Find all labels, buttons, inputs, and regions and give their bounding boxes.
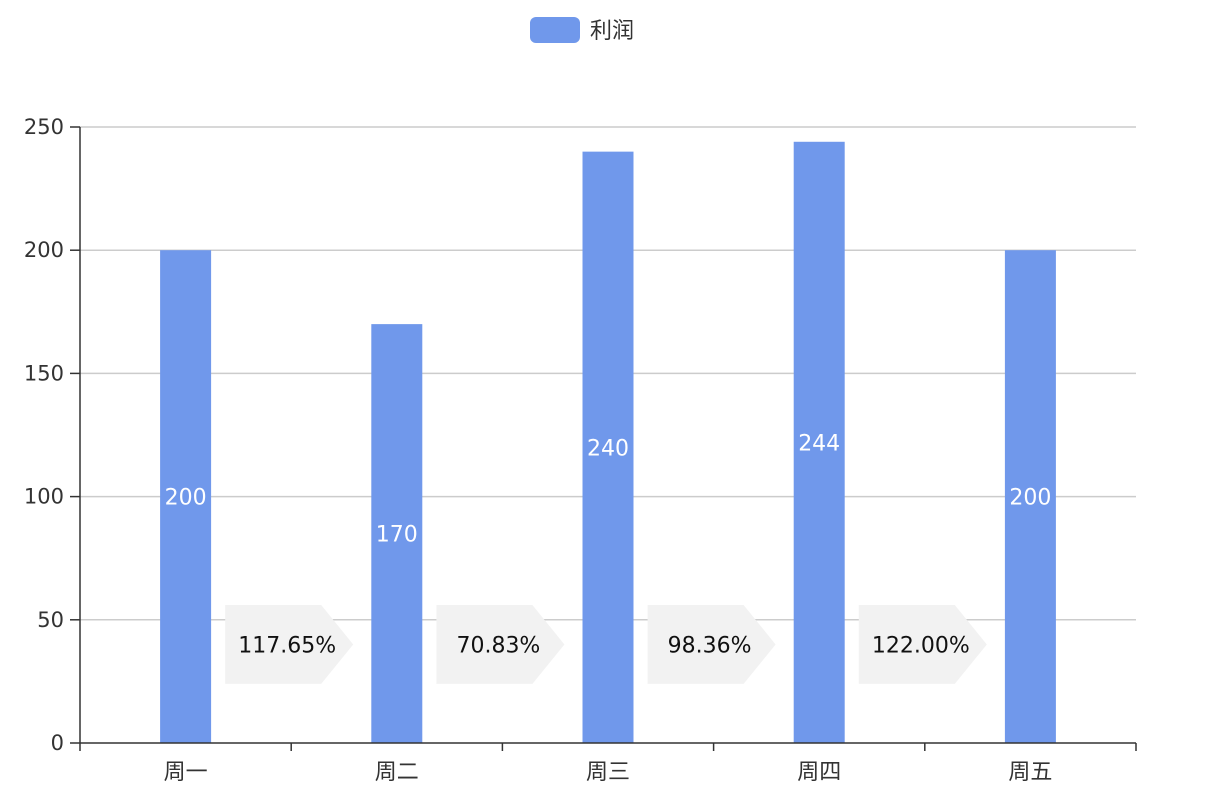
y-tick-label: 150 [24,361,64,385]
bar [582,151,634,743]
ratio-arrow [647,605,776,684]
legend[interactable]: 利润 [530,17,634,44]
bar [793,141,845,743]
bar-value-label: 244 [798,431,840,456]
ratio-arrows: 117.65% 70.83% 98.36% 122.00% [225,605,987,684]
y-axis-tick-labels: 0 50 100 150 200 250 [24,115,80,755]
bar [371,324,423,743]
bar-value-labels: 200 170 240 244 200 [165,431,1052,547]
ratio-arrow [858,605,987,684]
ratio-label: 98.36% [668,633,752,658]
legend-label: 利润 [590,19,634,44]
x-category-label: 周三 [586,760,630,785]
ratio-label: 70.83% [456,633,540,658]
bar-value-label: 170 [376,523,418,548]
ratio-label: 122.00% [872,633,970,658]
x-category-label: 周二 [375,760,419,785]
bar-value-label: 200 [1009,486,1051,511]
bar [160,250,212,743]
y-tick-label: 250 [24,115,64,139]
bars [160,141,1056,743]
bar-value-label: 200 [165,486,207,511]
bar [1004,250,1056,743]
x-axis-category-labels: 周一 周二 周三 周四 周五 [164,760,1053,785]
ratio-arrow [436,605,565,684]
ratio-arrow [225,605,354,684]
bar-value-label: 240 [587,436,629,461]
y-tick-label: 0 [51,731,64,755]
ratio-label: 117.65% [238,633,336,658]
x-category-label: 周四 [797,760,841,785]
x-category-label: 周一 [164,760,208,785]
y-tick-label: 50 [37,608,64,632]
legend-swatch [530,17,580,43]
y-tick-label: 200 [24,238,64,262]
x-category-label: 周五 [1008,760,1052,785]
y-tick-label: 100 [24,485,64,509]
x-axis [79,127,1137,751]
